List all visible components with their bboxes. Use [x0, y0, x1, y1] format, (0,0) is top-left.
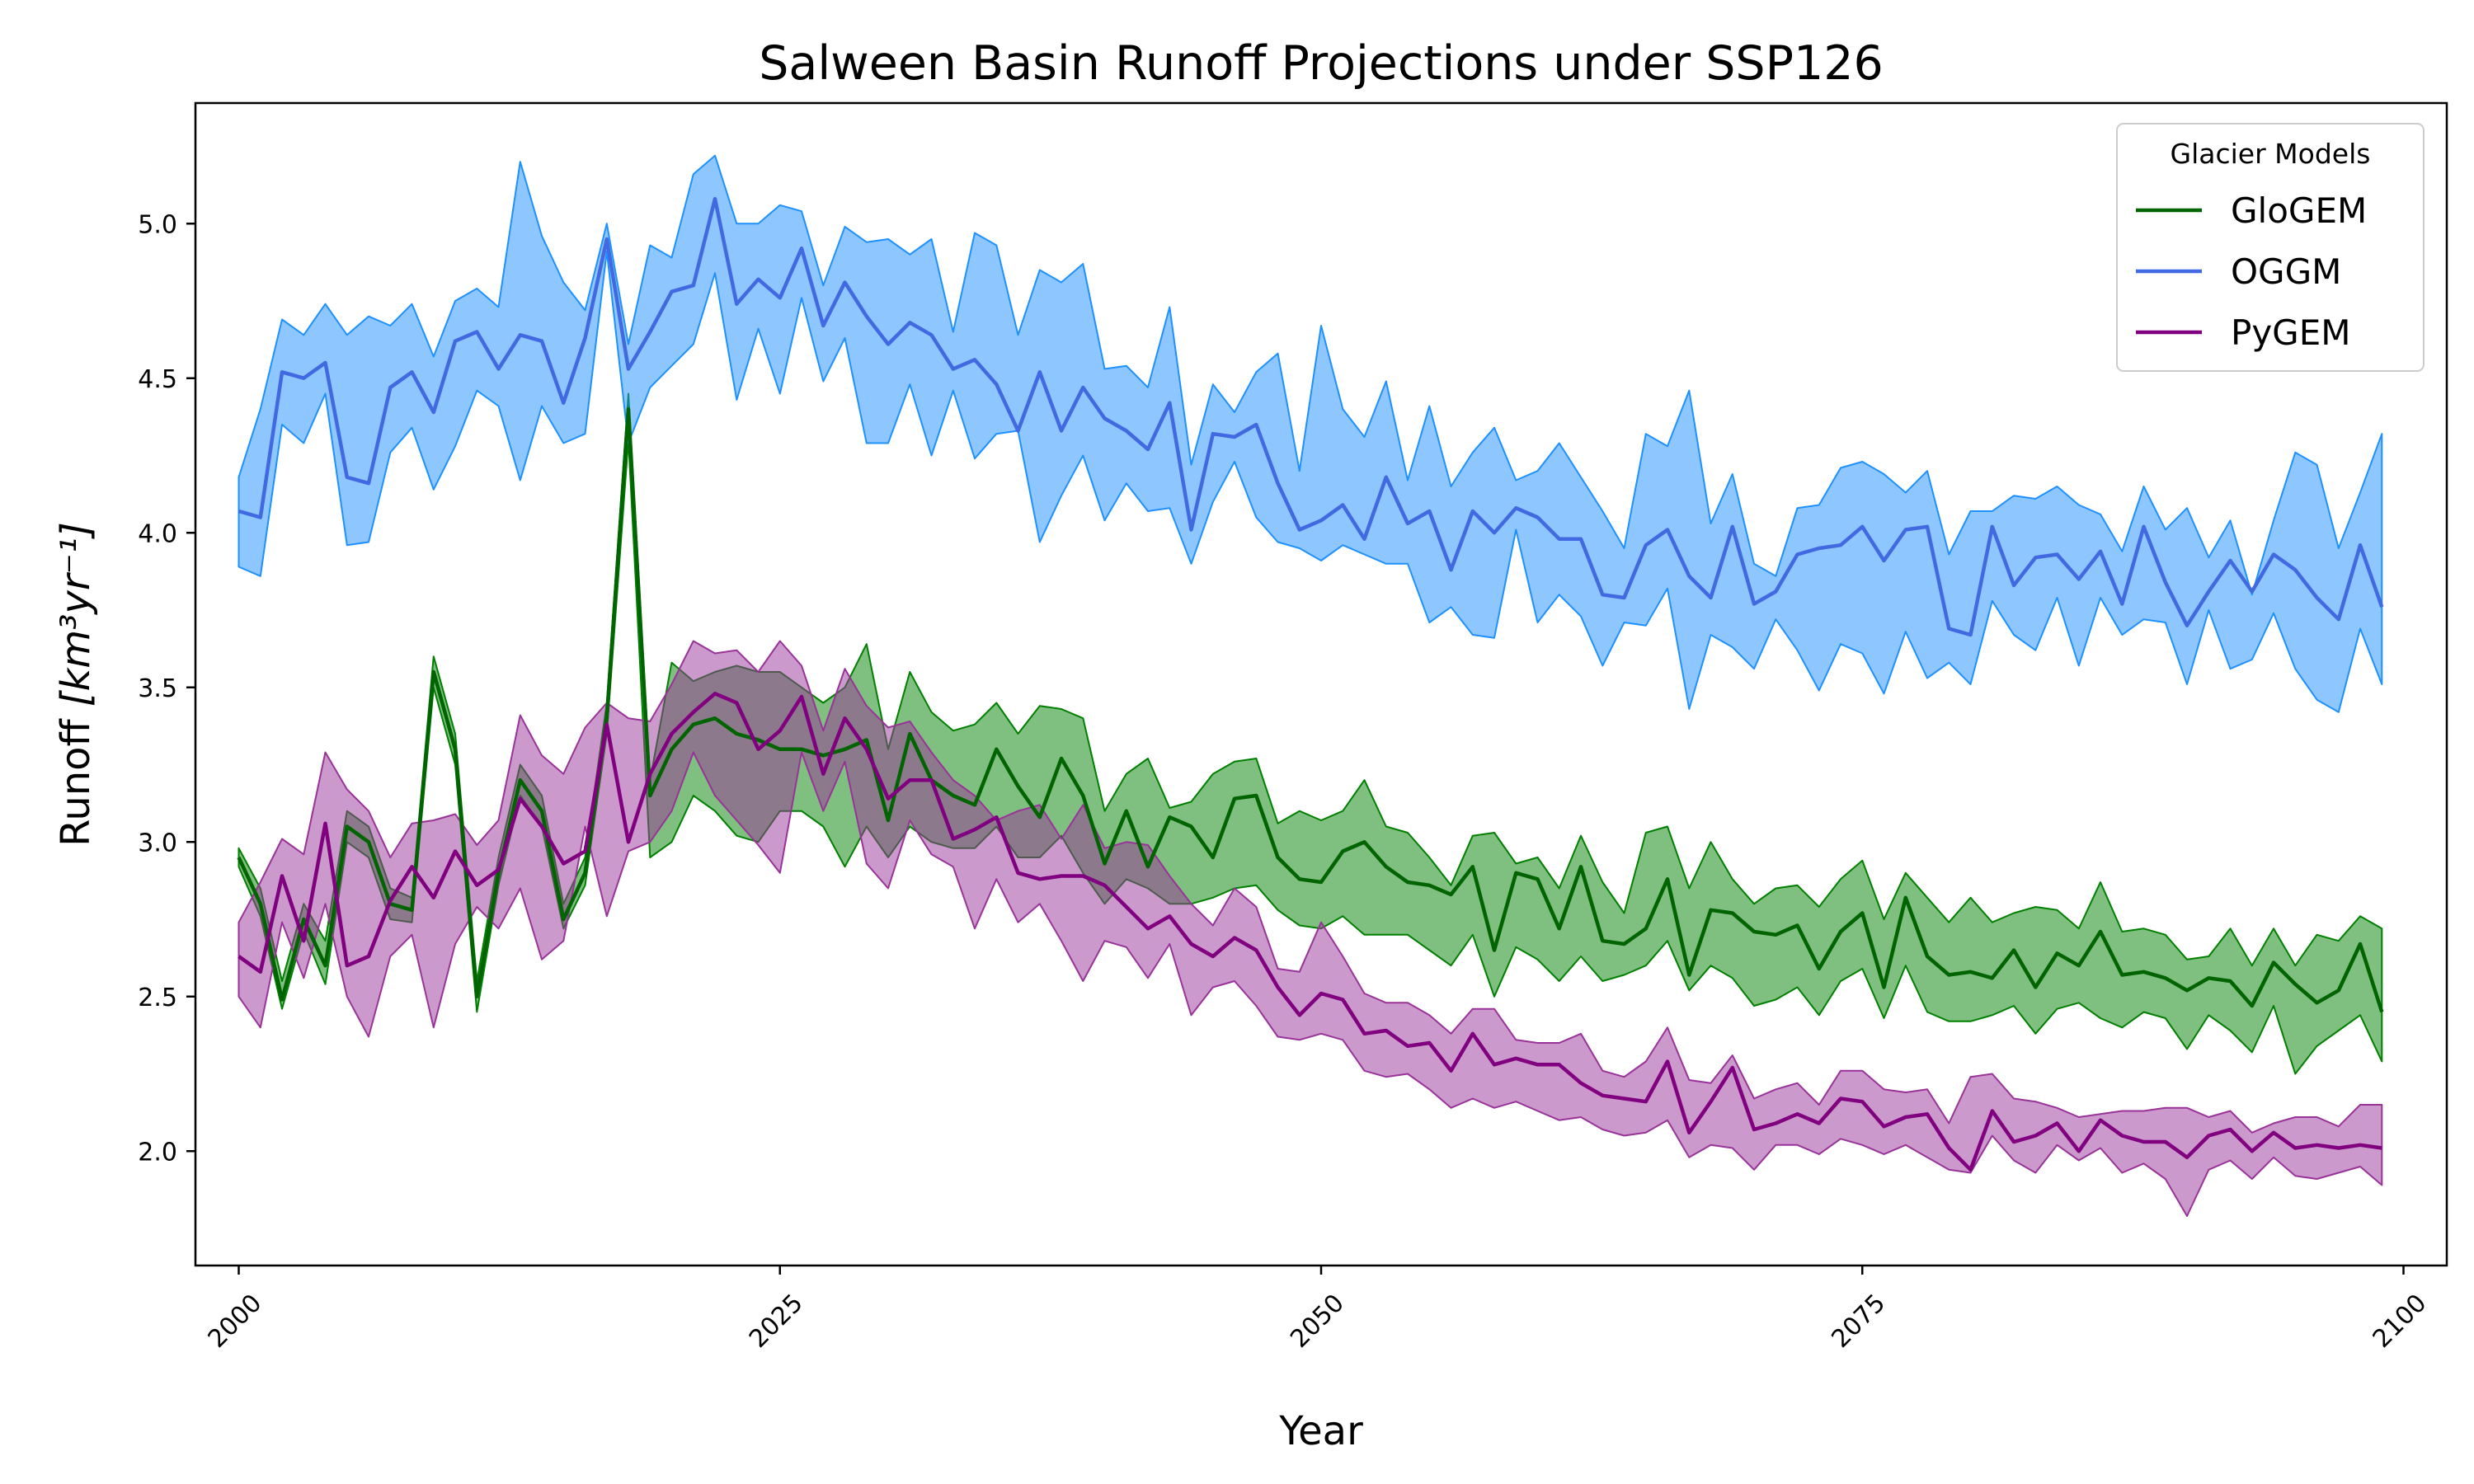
y-tick-label: 4.5: [138, 365, 177, 394]
chart-title: Salween Basin Runoff Projections under S…: [759, 36, 1884, 91]
y-tick-label: 4.0: [138, 519, 177, 548]
legend-label-glogem: GloGEM: [2231, 190, 2367, 231]
legend-item-glogem: GloGEM: [2136, 190, 2367, 231]
series-lines: [237, 196, 2384, 1172]
y-axis-label: Runoff [km³yr⁻¹]: [53, 522, 99, 847]
pygem-band: [238, 640, 2383, 1217]
y-tick-label: 5.0: [138, 210, 177, 239]
pygem-line: [238, 692, 2382, 1172]
y-tick-label: 2.5: [138, 984, 177, 1012]
y-tick-label: 2.0: [138, 1138, 177, 1167]
legend-item-pygem: PyGEM: [2136, 312, 2351, 353]
legend-item-oggm: OGGM: [2136, 251, 2341, 292]
oggm-line: [238, 196, 2384, 637]
legend-label-oggm: OGGM: [2231, 251, 2341, 292]
y-tick-label: 3.0: [138, 829, 177, 857]
legend-label-pygem: PyGEM: [2231, 312, 2351, 353]
y-tick-label: 3.5: [138, 674, 177, 703]
legend-box: [2116, 123, 2425, 372]
legend: Glacier Models GloGEM OGGM PyGEM: [2116, 123, 2425, 372]
legend-title: Glacier Models: [2171, 138, 2371, 170]
x-axis-label: Year: [1278, 1408, 1363, 1454]
y-axis-label-unit: [km³yr⁻¹]: [53, 522, 99, 707]
y-axis: 2.0 2.5 3.0 3.5 4.0 4.5 5.0: [138, 210, 195, 1167]
y-axis-label-name: Runoff: [53, 718, 99, 846]
